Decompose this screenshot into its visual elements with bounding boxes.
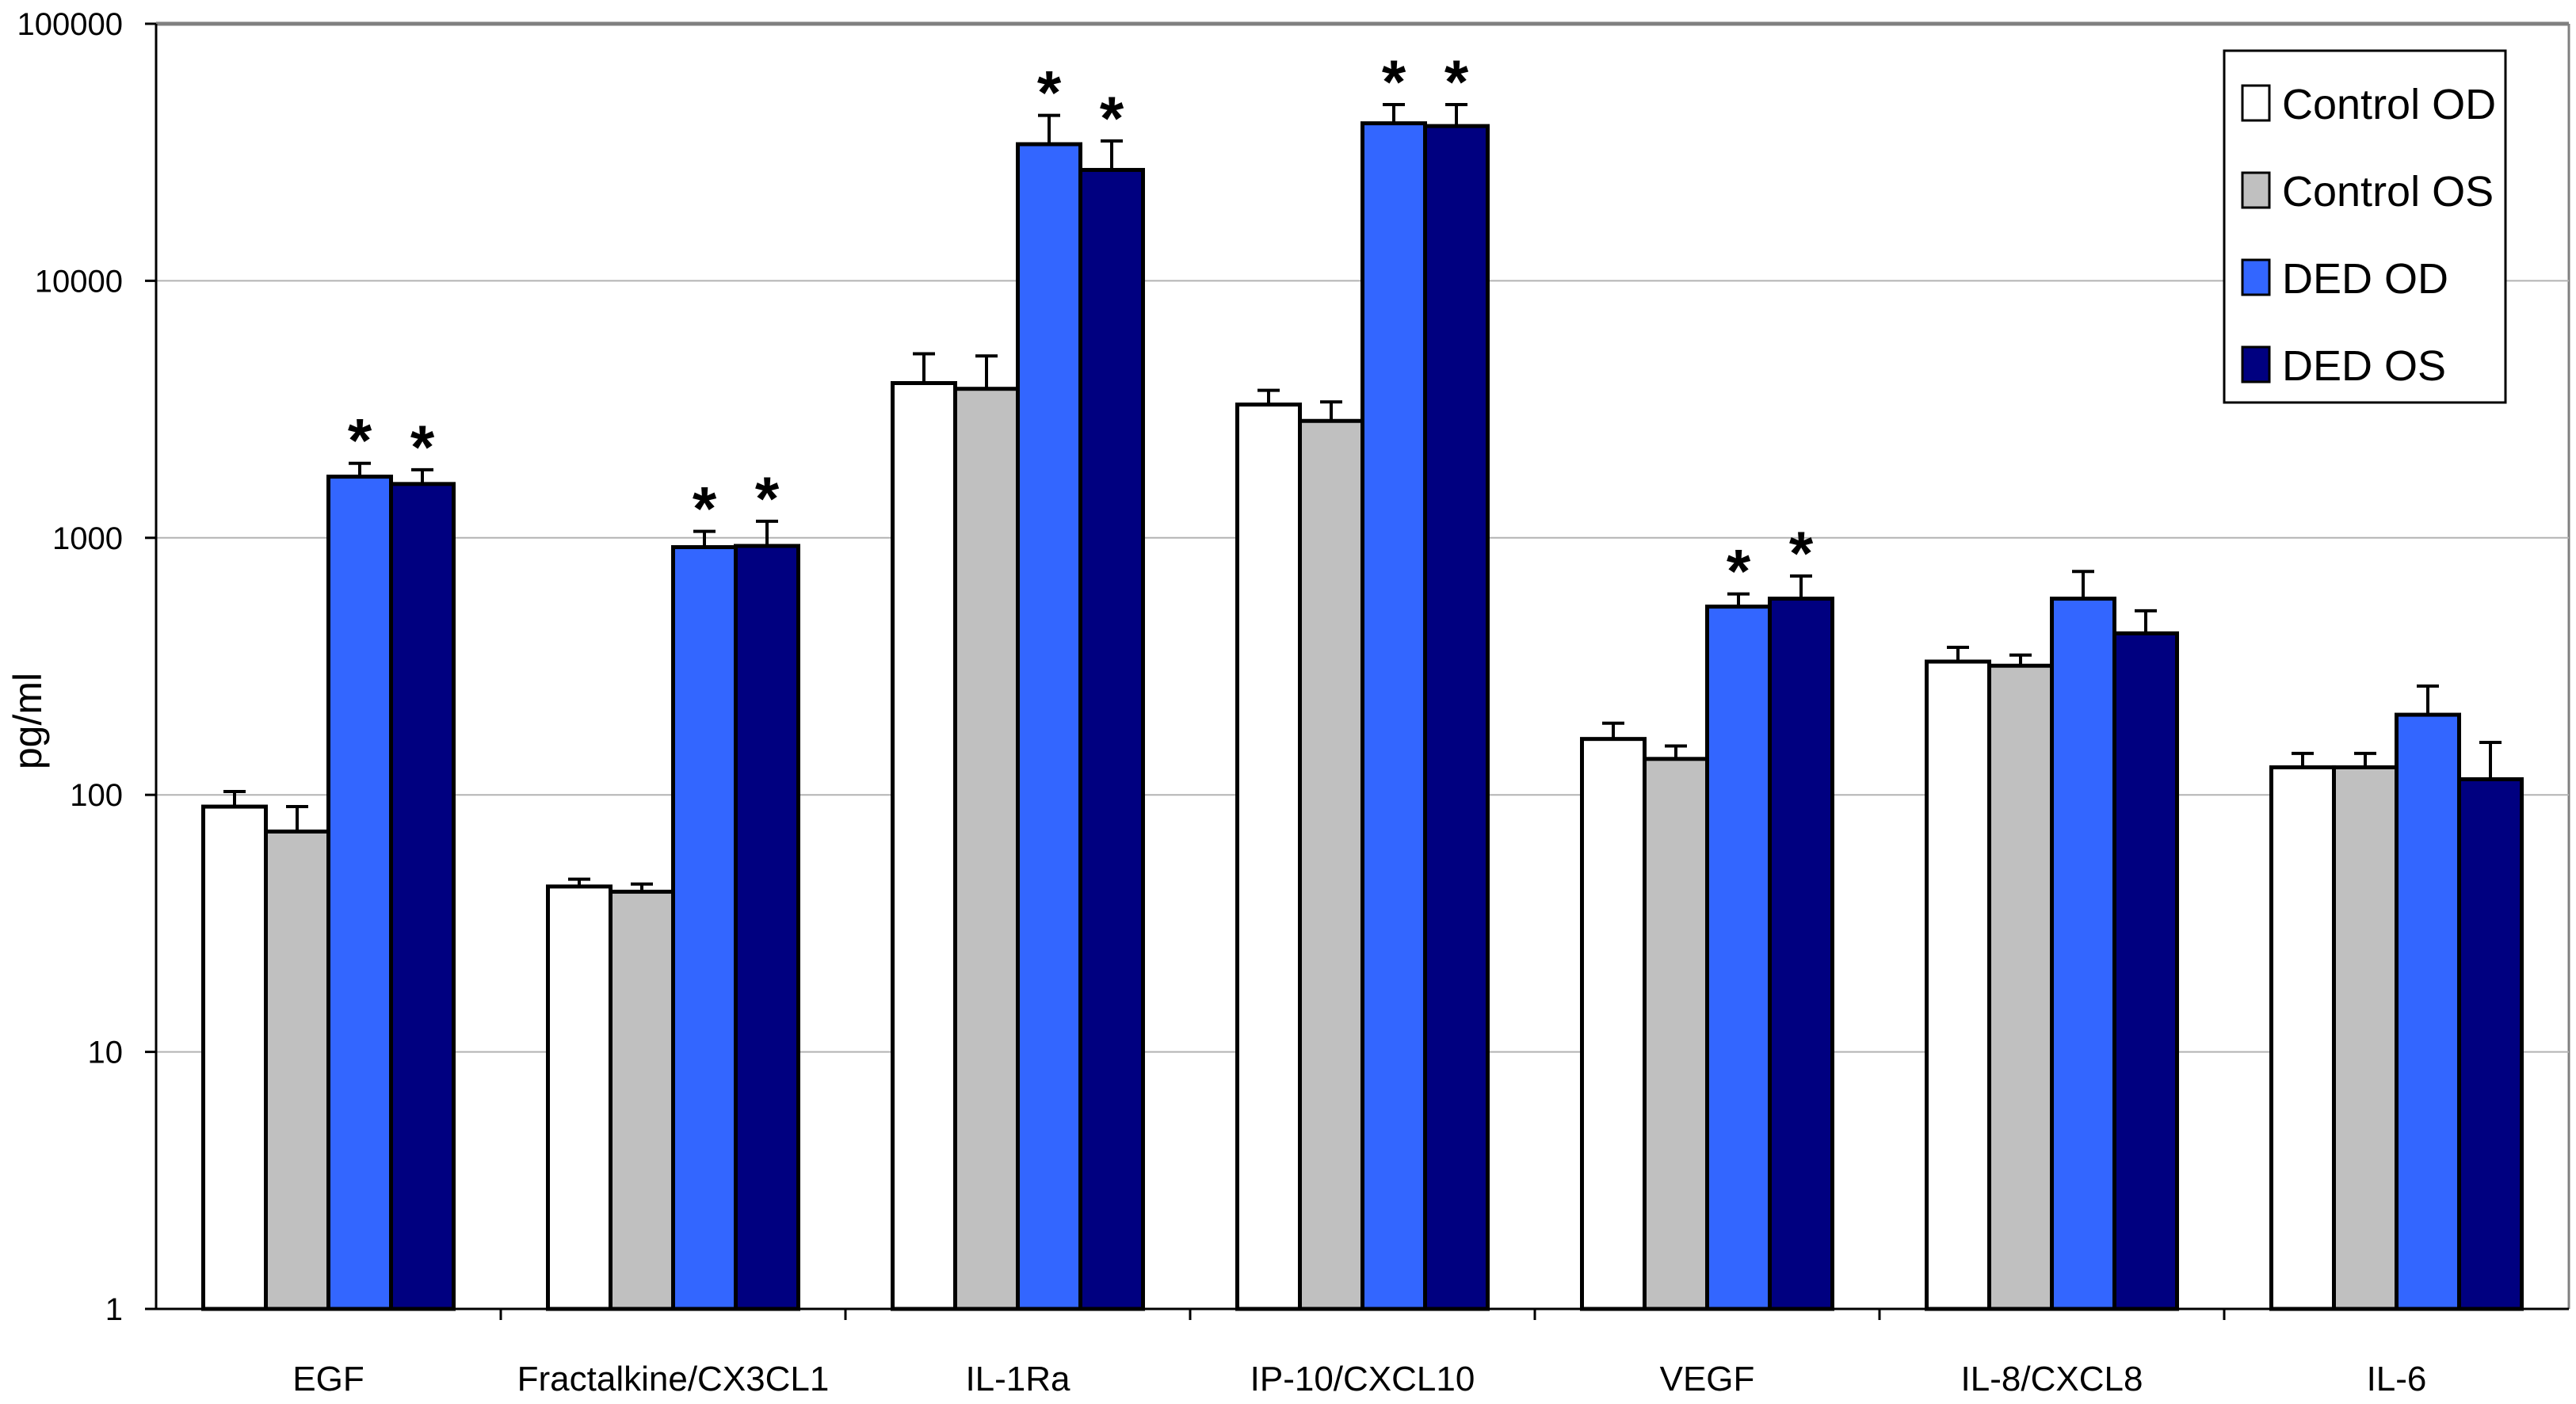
bar bbox=[201, 804, 268, 1311]
legend-box bbox=[2223, 49, 2507, 404]
bar bbox=[389, 482, 456, 1311]
y-tick-label: 10000 bbox=[35, 264, 123, 299]
legend-swatch bbox=[2241, 84, 2271, 122]
legend-label: Control OS bbox=[2282, 168, 2494, 216]
significance-marker: * bbox=[1100, 83, 1124, 153]
category-label: Fractalkine/CX3CL1 bbox=[517, 1360, 830, 1398]
significance-marker: * bbox=[1789, 518, 1814, 588]
x-axis-categories: EGF Fractalkine/CX3CL1 IL-1Ra IP-10/CXCL10 V… bbox=[292, 1309, 2426, 1398]
bar bbox=[1580, 737, 1647, 1311]
category-label: IL-8/CXCL8 bbox=[1961, 1360, 2143, 1398]
y-tick-label: 1 bbox=[105, 1292, 123, 1327]
significance-marker: * bbox=[1444, 47, 1469, 116]
bar bbox=[2332, 765, 2399, 1311]
bar bbox=[1768, 597, 1834, 1311]
legend-swatch bbox=[2241, 258, 2271, 296]
y-tick-label: 100 bbox=[70, 778, 123, 813]
bar bbox=[1925, 659, 1991, 1311]
bar bbox=[546, 884, 613, 1311]
bar bbox=[1078, 167, 1145, 1311]
bars: * * * * * * * * * * bbox=[201, 47, 2524, 1311]
bar bbox=[326, 475, 393, 1311]
bar bbox=[734, 544, 800, 1311]
legend-swatch bbox=[2241, 171, 2271, 209]
category-label: IL-6 bbox=[2367, 1360, 2427, 1398]
bar bbox=[2112, 631, 2179, 1311]
significance-marker: * bbox=[755, 464, 780, 533]
bar bbox=[2269, 765, 2336, 1311]
legend-label: DED OS bbox=[2282, 342, 2446, 390]
y-axis-ticks: 1 10 100 1000 10000 100000 bbox=[17, 7, 156, 1327]
significance-marker: * bbox=[1382, 47, 1406, 116]
y-tick-label: 1000 bbox=[52, 521, 123, 556]
category-label: IP-10/CXCL10 bbox=[1250, 1360, 1475, 1398]
axes bbox=[155, 24, 2569, 1311]
bar bbox=[1643, 757, 1709, 1311]
significance-marker: * bbox=[1727, 536, 1751, 606]
bar bbox=[1361, 121, 1427, 1311]
category-label: IL-1Ra bbox=[965, 1360, 1070, 1398]
y-tick-label: 100000 bbox=[17, 7, 123, 42]
bar bbox=[264, 829, 330, 1311]
bar bbox=[891, 380, 957, 1311]
bar bbox=[1016, 142, 1082, 1311]
bar bbox=[1235, 403, 1302, 1311]
legend-label: Control OD bbox=[2282, 81, 2496, 128]
bar bbox=[953, 387, 1020, 1311]
significance-marker: * bbox=[693, 474, 717, 544]
legend: Control OD Control OS DED OD DED OS bbox=[2223, 49, 2507, 404]
bar bbox=[1987, 663, 2054, 1311]
bar bbox=[2395, 712, 2461, 1311]
y-axis-label: pg/ml bbox=[6, 673, 50, 769]
bar bbox=[2457, 777, 2524, 1311]
significance-marker: * bbox=[348, 406, 372, 475]
significance-marker: * bbox=[1037, 58, 1062, 128]
significance-marker: * bbox=[410, 412, 435, 482]
bar bbox=[671, 545, 738, 1311]
bar bbox=[1705, 605, 1772, 1311]
category-label: VEGF bbox=[1660, 1360, 1755, 1398]
bar bbox=[2050, 597, 2116, 1311]
category-label: EGF bbox=[292, 1360, 364, 1398]
bar bbox=[1423, 124, 1490, 1311]
bar bbox=[1298, 418, 1364, 1311]
legend-swatch bbox=[2241, 345, 2271, 383]
y-tick-label: 10 bbox=[88, 1036, 124, 1070]
legend-label: DED OD bbox=[2282, 255, 2448, 303]
bar bbox=[609, 889, 675, 1311]
